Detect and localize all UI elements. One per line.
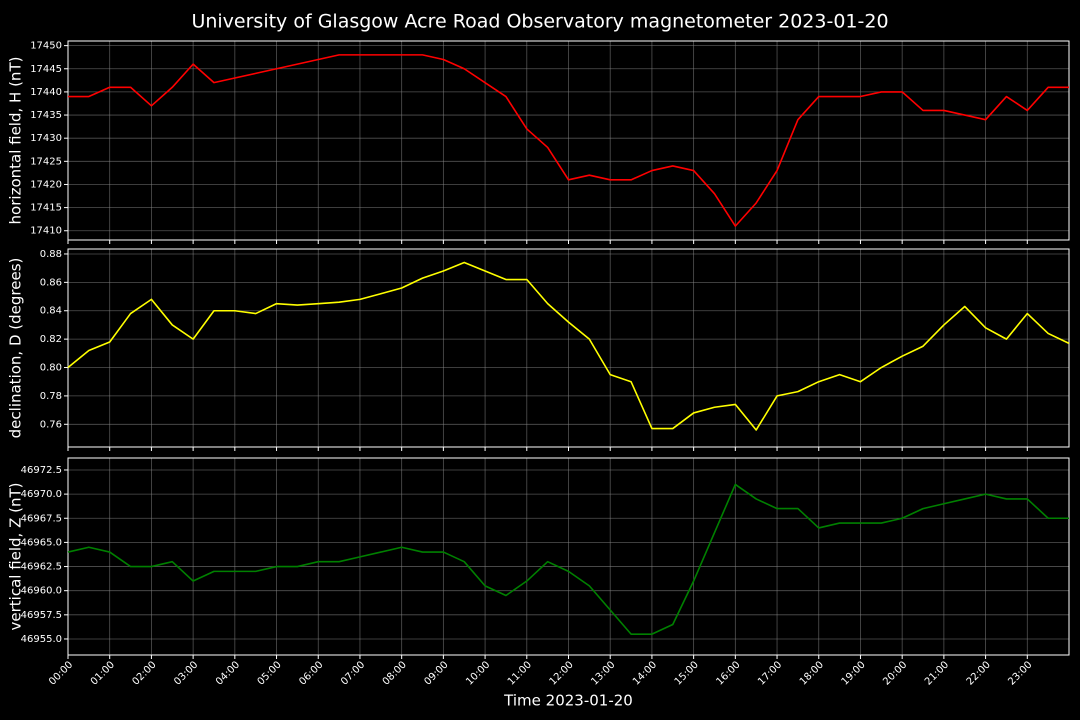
y-tick-label: 46967.5	[21, 513, 62, 524]
y-axis-label: declination, D (degrees)	[7, 258, 25, 439]
y-tick-label: 17410	[30, 226, 62, 237]
y-tick-label: 46970.0	[21, 489, 62, 500]
y-tick-label: 0.88	[40, 249, 62, 260]
y-tick-label: 17450	[30, 41, 62, 52]
y-tick-label: 46957.5	[21, 610, 62, 621]
y-tick-label: 0.84	[40, 306, 62, 317]
y-axis-label: horizontal field, H (nT)	[7, 57, 25, 225]
x-axis-label: Time 2023-01-20	[503, 692, 633, 710]
y-tick-label: 46960.0	[21, 586, 62, 597]
data-line	[67, 261, 1070, 431]
y-tick-label: 46965.0	[21, 537, 62, 548]
y-tick-label: 17425	[30, 156, 62, 167]
plot-frame	[67, 40, 1070, 241]
y-tick-label: 17420	[30, 179, 62, 190]
y-tick-label: 0.86	[40, 277, 62, 288]
y-tick-label: 0.76	[40, 419, 62, 430]
y-tick-label: 17440	[30, 87, 62, 98]
data-line	[67, 483, 1069, 635]
y-tick-label: 17430	[30, 133, 62, 144]
y-tick-label: 46972.5	[21, 465, 62, 476]
y-tick-label: 46955.0	[21, 634, 62, 645]
y-tick-label: 17445	[30, 64, 62, 75]
y-tick-label: 0.80	[40, 363, 62, 374]
y-tick-label: 46962.5	[21, 562, 62, 573]
plot-frame	[67, 457, 1070, 656]
y-tick-label: 0.78	[40, 391, 62, 402]
y-axis-label: vertical field, Z (nT)	[7, 482, 25, 630]
plot-frame	[67, 248, 1070, 448]
data-line	[68, 54, 1069, 227]
y-tick-label: 17415	[30, 203, 62, 214]
y-tick-label: 17435	[30, 110, 62, 121]
chart-title: University of Glasgow Acre Road Observat…	[191, 11, 888, 33]
y-tick-label: 0.82	[40, 334, 62, 345]
